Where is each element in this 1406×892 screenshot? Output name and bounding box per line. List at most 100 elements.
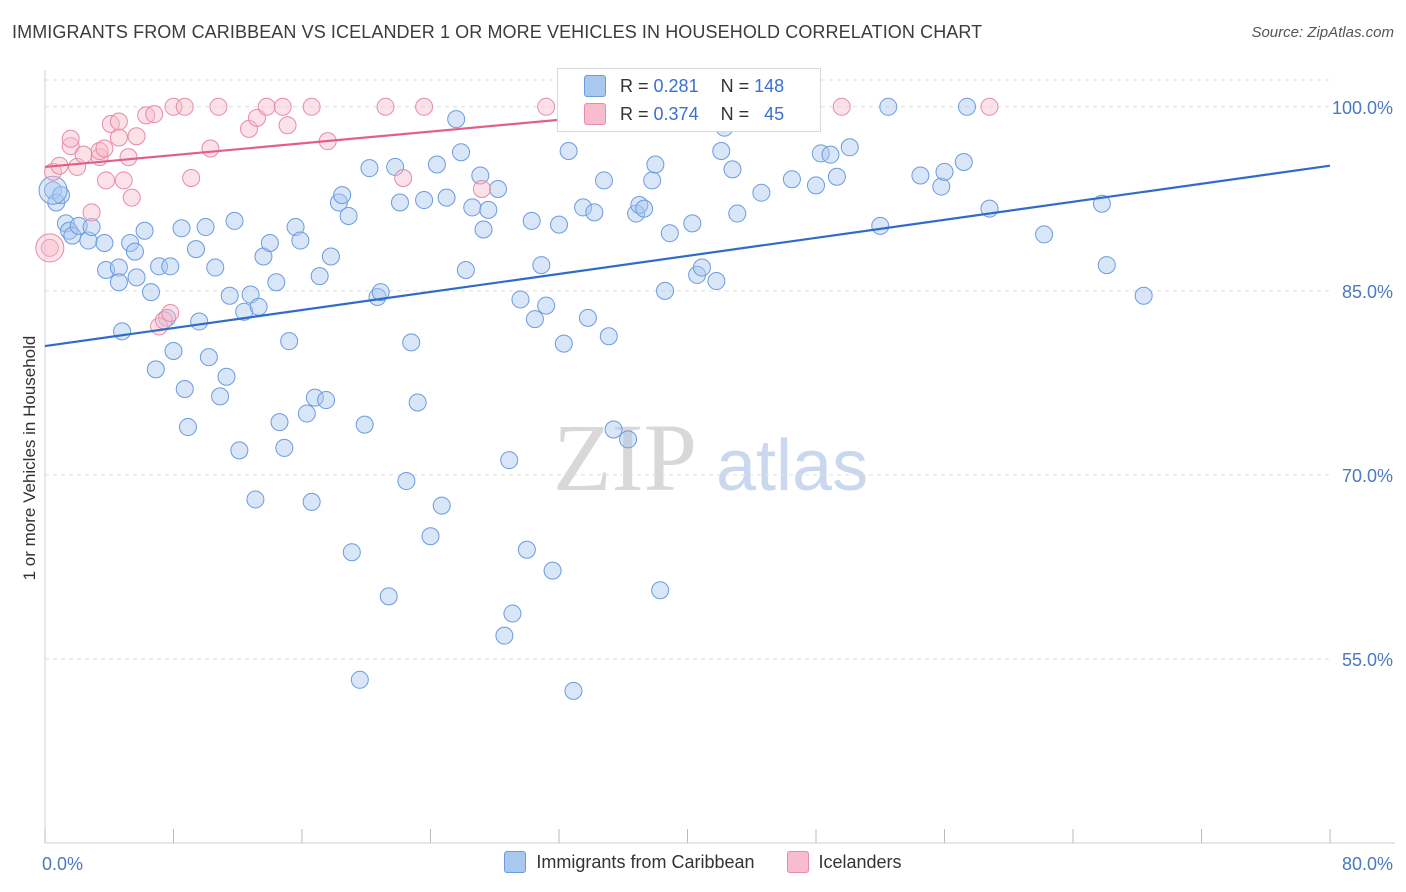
data-point-caribbean [246, 490, 265, 509]
data-point-caribbean [488, 180, 507, 199]
stats-row-icelanders: R = 0.374 N = 45 [584, 101, 784, 127]
data-point-caribbean [415, 191, 434, 210]
data-point-caribbean [954, 153, 973, 172]
data-point-caribbean [752, 183, 771, 202]
data-point-caribbean [113, 322, 132, 341]
data-point-icelanders [119, 148, 138, 167]
data-point-caribbean [564, 681, 583, 700]
data-point-caribbean [249, 297, 268, 316]
stats-r-label: R = [620, 75, 649, 96]
data-point-icelanders [122, 188, 141, 207]
legend-swatch-pink [786, 851, 809, 873]
data-point-caribbean [879, 97, 898, 116]
data-point-caribbean [408, 393, 427, 412]
data-point-caribbean [217, 367, 236, 386]
data-point-caribbean [619, 430, 638, 449]
data-point-caribbean [452, 143, 471, 162]
data-point-caribbean [199, 348, 218, 367]
data-point-caribbean [635, 199, 654, 218]
legend-item-caribbean[interactable]: Immigrants from Caribbean [504, 851, 755, 873]
legend-item-icelanders[interactable]: Icelanders [786, 851, 902, 873]
data-point-caribbean [643, 171, 662, 190]
data-point-caribbean [206, 258, 225, 277]
data-point-caribbean [574, 198, 593, 217]
data-point-icelanders [40, 238, 59, 257]
data-point-caribbean [456, 260, 475, 279]
data-point-icelanders [35, 233, 65, 263]
data-point-caribbean [211, 387, 230, 406]
data-point-caribbean [495, 626, 514, 645]
series-caribbean [38, 97, 1153, 700]
data-point-icelanders [109, 112, 128, 131]
data-point-caribbean [350, 670, 369, 689]
data-point-caribbean [585, 203, 604, 222]
data-point-caribbean [310, 267, 329, 286]
data-point-caribbean [1134, 286, 1153, 305]
x-tick-label: 80.0% [1342, 854, 1393, 874]
axes [44, 70, 1395, 844]
data-point-caribbean [390, 193, 409, 212]
data-point-caribbean [660, 224, 679, 243]
x-tick-labels: 0.0% 80.0% [42, 854, 1393, 874]
chart-title: IMMIGRANTS FROM CARIBBEAN VS ICELANDER 1… [12, 22, 983, 42]
data-point-caribbean [302, 492, 321, 511]
data-point-caribbean [651, 581, 670, 600]
stats-swatch-pink [584, 103, 606, 125]
data-point-caribbean [707, 272, 726, 291]
data-point-caribbean [333, 186, 352, 205]
data-point-caribbean [280, 332, 299, 351]
data-point-caribbean [525, 310, 544, 329]
data-point-caribbean [646, 155, 665, 174]
trend-line-caribbean [44, 164, 1331, 348]
data-point-icelanders [95, 139, 114, 158]
data-point-caribbean [463, 198, 482, 217]
stats-n-label: N = [720, 75, 750, 96]
data-point-caribbean [317, 391, 336, 410]
data-point-caribbean [474, 220, 493, 239]
data-point-caribbean [604, 420, 623, 439]
data-point-caribbean [52, 186, 71, 205]
data-point-caribbean [402, 333, 421, 352]
data-point-caribbean [339, 207, 358, 226]
data-point-caribbean [368, 287, 387, 306]
stats-r-value: 0.374 [653, 103, 699, 124]
data-point-caribbean [421, 527, 440, 546]
data-point-icelanders [832, 97, 851, 116]
data-point-caribbean [235, 302, 254, 321]
y-tick-label: 100.0% [1332, 98, 1393, 118]
data-point-caribbean [297, 404, 316, 423]
stats-n-label: N = [720, 103, 750, 124]
data-point-caribbean [342, 543, 361, 562]
data-point-icelanders [97, 171, 116, 190]
data-point-caribbean [267, 273, 286, 292]
data-point-icelanders [61, 137, 80, 156]
data-point-caribbean [517, 540, 536, 559]
data-point-icelanders [175, 97, 194, 116]
data-point-icelanders [376, 97, 395, 116]
stats-r-label: R = [620, 103, 649, 124]
data-point-caribbean [1097, 256, 1116, 275]
data-point-caribbean [712, 141, 731, 160]
data-point-caribbean [230, 441, 249, 460]
stats-swatch-blue [584, 75, 606, 97]
data-point-caribbean [270, 413, 289, 432]
data-point-caribbean [692, 258, 711, 277]
data-point-caribbean [220, 286, 239, 305]
data-point-caribbean [79, 231, 98, 250]
data-point-caribbean [935, 162, 954, 181]
data-point-icelanders [145, 105, 164, 124]
stats-r-value: 0.281 [653, 75, 699, 96]
data-point-caribbean [500, 451, 519, 470]
data-point-caribbean [537, 296, 556, 315]
watermark-atlas: atlas [716, 426, 868, 506]
data-point-icelanders [161, 303, 180, 322]
data-point-caribbean [161, 257, 180, 276]
data-point-caribbean [355, 415, 374, 434]
data-point-caribbean [811, 144, 830, 163]
data-point-caribbean [286, 218, 305, 237]
data-point-caribbean [127, 268, 146, 287]
data-point-caribbean [543, 561, 562, 580]
y-axis-label: 1 or more Vehicles in Household [20, 336, 39, 581]
data-point-caribbean [827, 167, 846, 186]
data-point-caribbean [305, 388, 324, 407]
